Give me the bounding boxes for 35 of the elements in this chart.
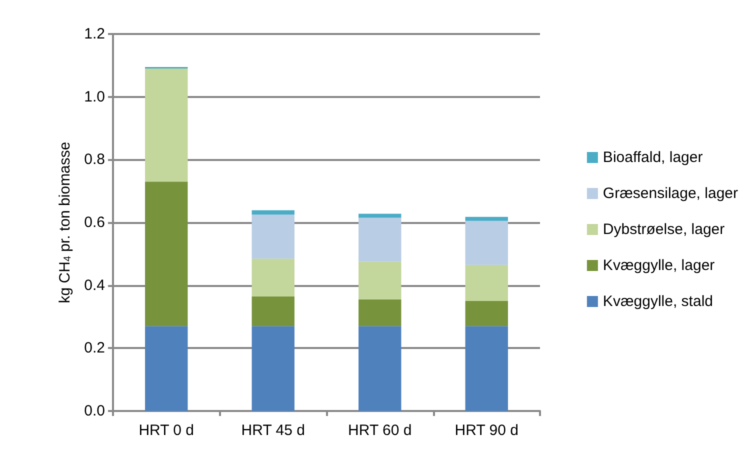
bar	[358, 326, 402, 411]
bar	[465, 301, 508, 326]
y-tick-label: 0.8	[84, 151, 105, 168]
legend-label: Dybstrøelse, lager	[602, 221, 725, 238]
bar	[465, 326, 508, 411]
y-tick-label: 1.2	[84, 26, 105, 42]
x-tick-label: HRT 0 d	[138, 422, 194, 439]
bar	[145, 326, 188, 411]
bar	[358, 218, 402, 262]
bar	[145, 182, 188, 326]
x-tick-label: HRT 45 d	[241, 422, 305, 439]
bar	[252, 214, 294, 259]
bar	[358, 262, 402, 300]
x-tick-label: HRT 60 d	[348, 422, 412, 439]
bar	[252, 296, 294, 326]
bar	[252, 326, 294, 411]
bar	[465, 264, 508, 302]
bar	[252, 258, 294, 296]
bar	[252, 210, 294, 215]
bar	[358, 214, 402, 218]
y-tick-label: 0.6	[84, 214, 105, 231]
bar	[358, 299, 402, 326]
bar	[145, 68, 188, 182]
legend-label: Græsensilage, lager	[602, 185, 738, 202]
y-axis-title: kg CH4 pr. ton biomasse	[56, 142, 74, 304]
x-tick-label: HRT 90 d	[454, 422, 518, 439]
bar	[465, 216, 508, 221]
y-tick-label: 0.4	[84, 276, 105, 294]
y-tick-label: 0.0	[84, 402, 105, 420]
bar	[465, 220, 508, 265]
legend-label: Kvæggylle, stald	[602, 293, 713, 310]
legend-label: Kvæggylle, lager	[602, 257, 715, 274]
y-tick-label: 1.0	[84, 88, 105, 106]
legend-label: Bioaffald, lager	[602, 149, 703, 166]
y-tick-label: 0.2	[84, 340, 105, 357]
